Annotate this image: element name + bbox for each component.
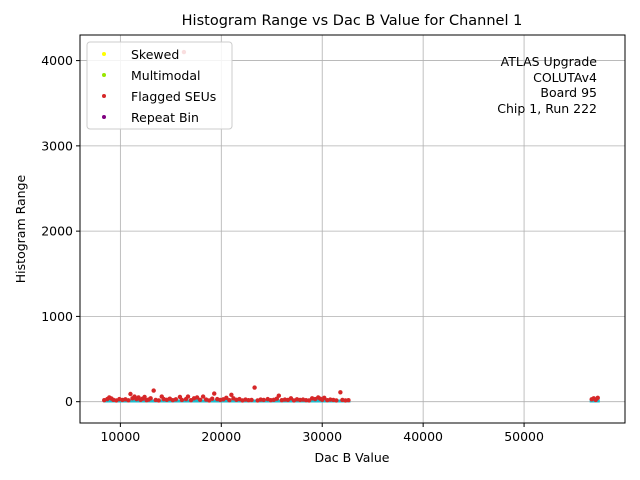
data-point <box>179 397 185 403</box>
x-tick-label: 40000 <box>403 429 443 444</box>
data-point <box>156 398 161 403</box>
legend-label-multimodal: Multimodal <box>131 68 200 83</box>
data-point <box>194 395 200 400</box>
data-point <box>128 391 133 397</box>
data-point <box>126 398 131 403</box>
x-tick-label: 30000 <box>302 429 342 444</box>
y-tick-label: 4000 <box>41 53 73 68</box>
data-point <box>249 397 254 403</box>
data-point <box>210 396 215 401</box>
data-point <box>173 397 179 402</box>
y-tick-label: 1000 <box>41 309 73 324</box>
chart-title: Histogram Range vs Dac B Value for Chann… <box>182 13 523 29</box>
data-point <box>224 395 229 401</box>
data-point <box>229 392 234 398</box>
data-point <box>200 394 206 399</box>
legend-marker-skewed <box>102 52 106 56</box>
data-point <box>151 388 156 393</box>
data-point <box>185 394 191 399</box>
annotation-line-2: COLUTAv4 <box>533 70 597 85</box>
data-point <box>227 397 232 403</box>
plot-frame <box>79 34 626 424</box>
y-axis-label: Histogram Range <box>13 174 28 283</box>
data-point <box>197 397 203 403</box>
data-point <box>148 396 153 401</box>
y-axis-ticks: 0 1000 2000 3000 4000 <box>41 53 80 409</box>
flagged-seus-points <box>102 49 600 403</box>
y-tick-label: 0 <box>65 394 73 409</box>
x-axis-label: Dac B Value <box>314 450 389 465</box>
x-tick-label: 20000 <box>201 429 241 444</box>
y-tick-label: 3000 <box>41 138 73 153</box>
x-tick-label: 50000 <box>504 429 544 444</box>
data-point <box>595 395 600 401</box>
legend-marker-flagged-seus <box>102 94 106 98</box>
data-point <box>252 385 257 390</box>
data-point <box>334 398 339 403</box>
legend-label-skewed: Skewed <box>131 47 179 62</box>
x-axis-ticks: 10000 20000 30000 40000 50000 <box>100 423 544 444</box>
annotation-line-4: Chip 1, Run 222 <box>497 101 597 116</box>
data-point <box>212 391 217 396</box>
data-point <box>338 390 343 395</box>
run-annotation: ATLAS Upgrade COLUTAv4 Board 95 Chip 1, … <box>497 54 597 116</box>
y-tick-label: 2000 <box>41 224 73 239</box>
data-point <box>142 394 147 400</box>
legend-marker-multimodal <box>102 73 106 77</box>
legend-label-repeat-bin: Repeat Bin <box>131 110 199 125</box>
data-point <box>346 397 351 403</box>
x-tick-label: 10000 <box>100 429 140 444</box>
data-point <box>276 393 282 398</box>
legend-marker-repeat-bin <box>102 115 106 119</box>
legend-label-flagged-seus: Flagged SEUs <box>131 89 216 104</box>
annotation-line-1: ATLAS Upgrade <box>501 54 598 69</box>
annotation-line-3: Board 95 <box>540 85 597 100</box>
legend: Skewed Multimodal Flagged SEUs Repeat Bi… <box>86 41 233 130</box>
data-point <box>322 395 327 401</box>
legend-box <box>86 41 233 130</box>
data-point <box>261 397 266 403</box>
